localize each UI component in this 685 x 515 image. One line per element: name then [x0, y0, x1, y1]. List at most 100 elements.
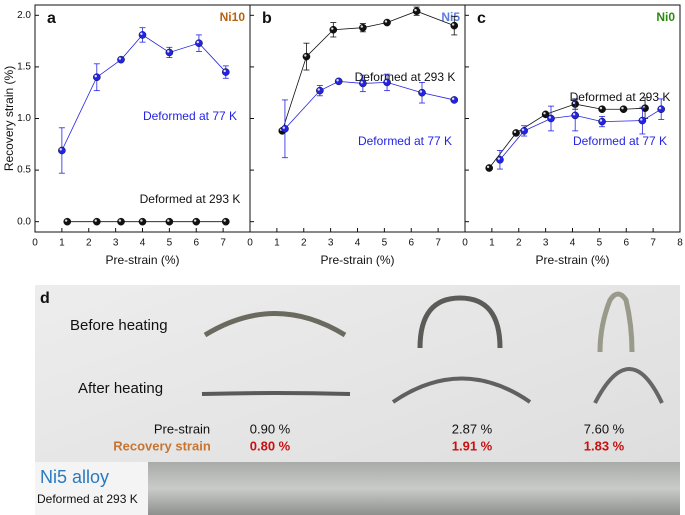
wire-after-3	[593, 367, 664, 404]
marker-highlight	[94, 74, 97, 78]
condition-label: Deformed at 293 K	[37, 492, 138, 506]
marker	[450, 21, 459, 30]
marker-highlight	[419, 90, 423, 93]
marker-highlight	[331, 27, 334, 30]
x-tick-label: 7	[220, 238, 226, 249]
marker-highlight	[118, 57, 122, 60]
x-tick-label: 6	[193, 238, 199, 249]
marker-highlight	[140, 219, 143, 222]
marker	[598, 105, 606, 114]
alloy-label: Ni10	[220, 10, 246, 24]
marker-highlight	[282, 126, 286, 129]
series-line	[61, 34, 227, 151]
y-tick-label: 1.5	[17, 62, 31, 73]
panel-label: c	[477, 10, 486, 27]
pre-strain-label: Pre-strain	[154, 421, 210, 436]
marker	[165, 48, 174, 57]
before-label: Before heating	[70, 317, 168, 334]
marker-highlight	[451, 23, 455, 26]
alloy-label: Ni5	[441, 10, 460, 24]
marker	[383, 18, 391, 27]
x-tick-label: 4	[570, 238, 576, 249]
marker-highlight	[572, 113, 576, 116]
wire-before-2	[417, 295, 503, 349]
y-tick-label: 2.0	[17, 10, 31, 21]
y-tick-label: 0.0	[17, 216, 31, 227]
photo-panel: d Before heating After heating Pre-strai…	[35, 285, 680, 515]
alloy-label: Ni0	[656, 10, 675, 24]
x-tick-label: 3	[328, 238, 334, 249]
marker-highlight	[140, 32, 143, 36]
marker	[316, 86, 324, 95]
x-tick-label: 6	[623, 238, 629, 249]
x-tick-label: 1	[274, 238, 280, 249]
marker	[512, 129, 520, 137]
marker-highlight	[384, 20, 388, 23]
marker	[195, 39, 203, 47]
marker	[63, 217, 72, 226]
wire-after-2	[391, 376, 532, 404]
marker	[598, 117, 606, 126]
marker	[117, 55, 125, 64]
marker-highlight	[513, 130, 517, 134]
y-tick-label: 1.0	[17, 113, 31, 124]
marker	[334, 77, 343, 86]
marker	[222, 68, 230, 76]
marker	[329, 25, 338, 34]
marker-highlight	[317, 88, 320, 91]
panel-label: d	[40, 290, 50, 307]
marker	[165, 217, 174, 226]
after-label: After heating	[78, 380, 163, 397]
marker	[418, 88, 426, 97]
marker	[412, 7, 421, 15]
marker	[520, 127, 528, 135]
marker-highlight	[167, 219, 170, 222]
marker-highlight	[94, 219, 97, 222]
marker	[485, 164, 493, 172]
marker-highlight	[384, 80, 388, 83]
marker	[496, 155, 504, 164]
marker-highlight	[336, 79, 339, 82]
plot-frame	[249, 4, 466, 233]
marker-highlight	[572, 101, 576, 105]
recovery-value: 1.83 %	[584, 438, 625, 453]
marker-highlight	[223, 219, 226, 222]
x-tick-label: 3	[543, 238, 549, 249]
pre-strain-value: 2.87 %	[452, 421, 493, 436]
series-label: Deformed at 77 K	[573, 134, 667, 148]
marker-highlight	[414, 8, 417, 12]
marker	[619, 105, 628, 114]
marker	[117, 217, 125, 226]
x-tick-label: 6	[408, 238, 414, 249]
marker-highlight	[486, 165, 490, 169]
recovery-label: Recovery strain	[113, 438, 211, 453]
x-tick-label: 1	[59, 238, 65, 249]
x-tick-label: 0	[247, 238, 253, 249]
marker	[302, 52, 311, 61]
marker	[222, 217, 230, 226]
x-tick-label: 2	[516, 238, 522, 249]
marker	[359, 79, 367, 88]
x-tick-label: 5	[597, 238, 603, 249]
x-tick-label: 3	[113, 238, 119, 249]
marker	[58, 146, 66, 155]
x-tick-label: 8	[677, 238, 683, 249]
series-label: Deformed at 293 K	[570, 90, 671, 104]
marker	[93, 73, 101, 82]
marker-highlight	[360, 25, 363, 28]
marker-highlight	[223, 69, 226, 73]
marker	[138, 217, 147, 226]
series-label: Deformed at 77 K	[358, 134, 452, 148]
recovery-value: 1.91 %	[452, 438, 493, 453]
marker-highlight	[118, 219, 122, 222]
marker-highlight	[658, 106, 662, 110]
x-tick-label: 0	[462, 238, 468, 249]
panel-label: a	[47, 10, 56, 27]
marker	[281, 125, 289, 133]
recovery-value: 0.80 %	[250, 438, 291, 453]
marker	[359, 23, 367, 32]
marker-highlight	[360, 81, 363, 84]
x-tick-label: 5	[382, 238, 388, 249]
